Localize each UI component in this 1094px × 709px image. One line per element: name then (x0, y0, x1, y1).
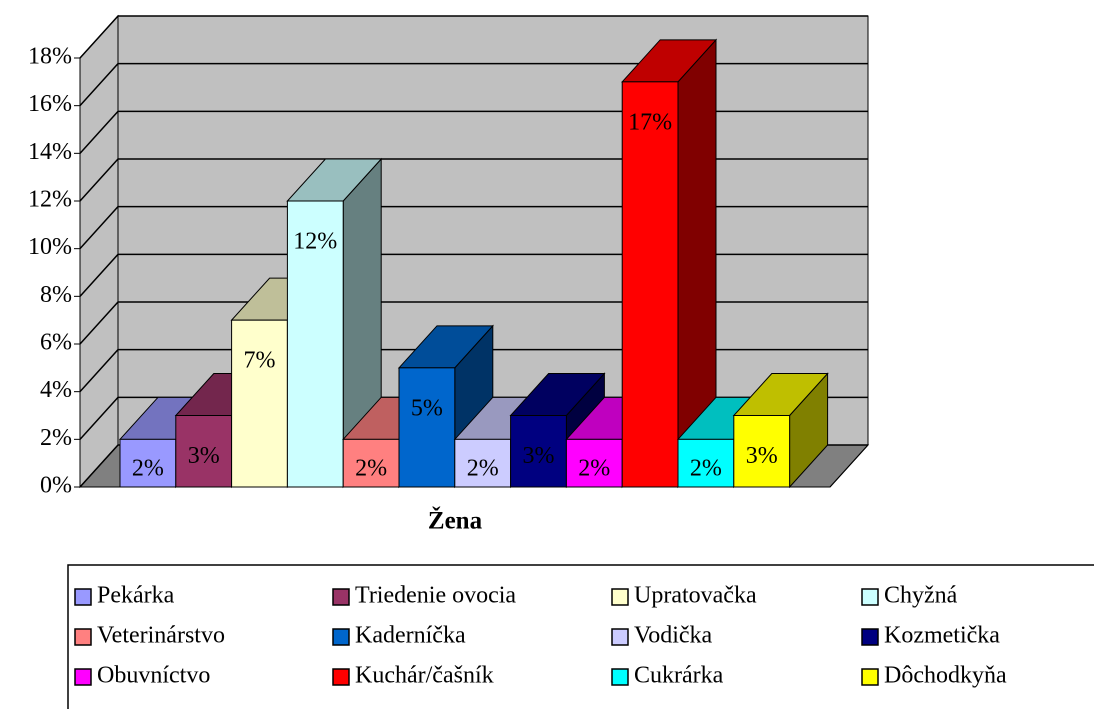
data-label: 2% (578, 456, 610, 482)
floor-edge (829, 444, 869, 488)
legend-label: Upratovačka (634, 583, 757, 609)
legend-swatch (611, 588, 629, 606)
grid-line (79, 205, 868, 250)
y-tick-label: 0% (40, 473, 72, 499)
bar (454, 438, 512, 488)
bar (677, 438, 735, 488)
legend-label: Dôchodkyňa (884, 663, 1007, 689)
legend-swatch (611, 628, 629, 646)
data-label: 2% (132, 456, 164, 482)
data-label: 17% (628, 109, 672, 135)
y-tick-label: 6% (40, 330, 72, 356)
legend-swatch (861, 588, 879, 606)
bar (621, 81, 679, 488)
y-tick-label: 16% (28, 91, 72, 117)
legend-swatch (332, 668, 350, 686)
bar (231, 319, 288, 488)
bar (565, 438, 623, 488)
legend-label: Chyžná (884, 583, 958, 609)
y-tick-label: 18% (28, 44, 72, 70)
y-tick-label: 2% (40, 425, 72, 451)
y-tick-label: 8% (40, 282, 72, 308)
bar (510, 415, 567, 488)
x-axis-label: Žena (428, 507, 483, 535)
legend-swatch (611, 668, 629, 686)
bar (119, 438, 177, 488)
data-label: 3% (188, 443, 220, 469)
legend-label: Cukrárka (634, 663, 724, 689)
data-label: 3% (746, 443, 778, 469)
bar (342, 438, 400, 488)
data-label: 12% (293, 229, 337, 255)
legend-box (67, 564, 1094, 709)
grid-line (79, 158, 868, 202)
grid-line (79, 348, 868, 393)
data-label: 5% (411, 395, 443, 421)
legend-label: Veterinárstvo (97, 623, 225, 649)
data-label: 7% (244, 348, 276, 374)
legend-label: Kaderníčka (355, 623, 466, 649)
legend-swatch (74, 588, 92, 606)
legend-label: Pekárka (97, 583, 175, 609)
legend-label: Kozmetička (884, 623, 1000, 649)
grid-line (79, 62, 868, 107)
legend-swatch (332, 588, 350, 606)
grid-line (79, 253, 868, 297)
grid-line (79, 15, 868, 59)
grid-line (79, 301, 868, 345)
bar (398, 367, 456, 488)
legend-label: Triedenie ovocia (355, 583, 516, 609)
y-tick-label: 4% (40, 377, 72, 403)
legend-label: Kuchár/čašník (355, 663, 494, 689)
y-tick-label: 10% (28, 234, 72, 260)
data-label: 2% (355, 456, 387, 482)
legend-swatch (861, 668, 879, 686)
data-label: 2% (467, 456, 499, 482)
legend-swatch (74, 668, 92, 686)
data-label: 2% (690, 456, 722, 482)
side-wall (79, 14, 119, 489)
legend-label: Obuvníctvo (97, 663, 210, 689)
y-tick-label: 14% (28, 139, 72, 165)
legend-swatch (332, 628, 350, 646)
legend-label: Vodička (634, 623, 713, 649)
legend-swatch (74, 628, 92, 646)
legend-swatch (861, 628, 879, 646)
grid-line (79, 110, 868, 154)
y-tick-label: 12% (28, 187, 72, 213)
data-label: 3% (523, 443, 555, 469)
